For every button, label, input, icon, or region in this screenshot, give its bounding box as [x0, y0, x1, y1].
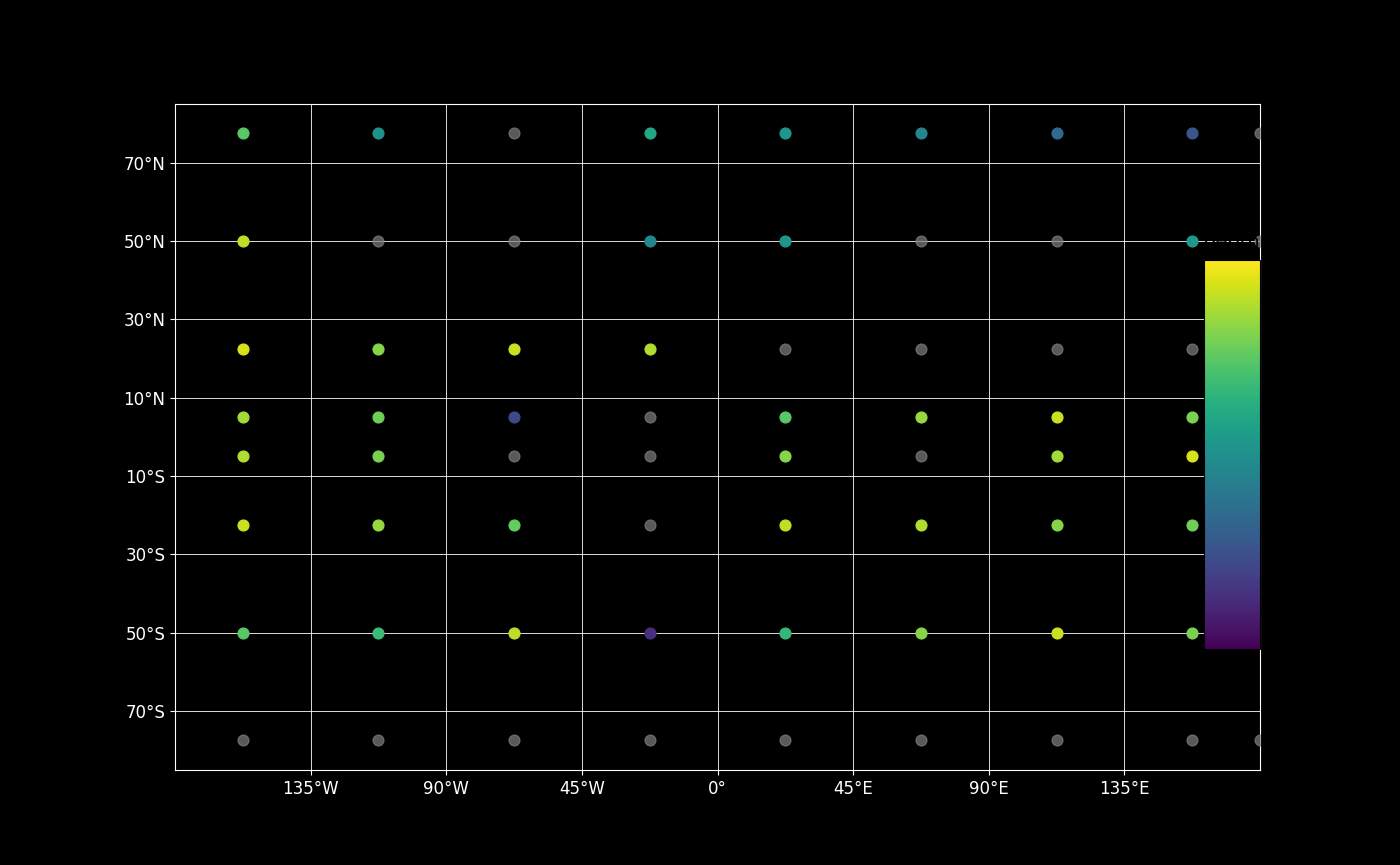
Point [1046, 410, 1068, 424]
Point [367, 234, 389, 248]
Point [231, 410, 253, 424]
Point [1182, 734, 1204, 747]
Point [1046, 342, 1068, 356]
Point [367, 342, 389, 356]
Point [638, 342, 661, 356]
Point [774, 410, 797, 424]
Point [1249, 450, 1271, 464]
Point [503, 450, 525, 464]
Point [367, 734, 389, 747]
Point [231, 234, 253, 248]
Point [774, 342, 797, 356]
Point [910, 342, 932, 356]
Point [1182, 625, 1204, 639]
Point [774, 126, 797, 140]
Point [231, 126, 253, 140]
Point [910, 734, 932, 747]
Point [1249, 625, 1271, 639]
Point [231, 518, 253, 532]
Point [1182, 450, 1204, 464]
Point [1182, 410, 1204, 424]
Point [1249, 734, 1271, 747]
Point [503, 625, 525, 639]
Point [1249, 518, 1271, 532]
Point [1046, 450, 1068, 464]
Point [1046, 234, 1068, 248]
Point [231, 625, 253, 639]
Point [1249, 410, 1271, 424]
Point [1182, 342, 1204, 356]
Point [638, 410, 661, 424]
Point [638, 625, 661, 639]
Point [774, 234, 797, 248]
Point [910, 518, 932, 532]
Point [231, 450, 253, 464]
Point [367, 126, 389, 140]
Point [367, 625, 389, 639]
Point [503, 734, 525, 747]
Text: depth: depth [1204, 234, 1260, 253]
Point [638, 126, 661, 140]
Point [1046, 518, 1068, 532]
Point [638, 234, 661, 248]
Point [910, 234, 932, 248]
Point [910, 450, 932, 464]
Point [231, 342, 253, 356]
Point [503, 234, 525, 248]
Point [774, 625, 797, 639]
Point [910, 126, 932, 140]
Point [638, 734, 661, 747]
Point [367, 450, 389, 464]
Point [503, 410, 525, 424]
Point [1182, 518, 1204, 532]
Point [774, 518, 797, 532]
Point [1046, 734, 1068, 747]
Point [1249, 126, 1271, 140]
Point [638, 518, 661, 532]
Point [367, 410, 389, 424]
Point [1046, 126, 1068, 140]
Point [774, 734, 797, 747]
Point [503, 518, 525, 532]
Point [774, 450, 797, 464]
Point [910, 625, 932, 639]
Point [1249, 342, 1271, 356]
Point [503, 342, 525, 356]
Point [1046, 625, 1068, 639]
Point [910, 410, 932, 424]
Point [503, 126, 525, 140]
Point [1182, 126, 1204, 140]
Point [638, 450, 661, 464]
Point [367, 518, 389, 532]
Point [231, 734, 253, 747]
Point [1182, 234, 1204, 248]
Point [1249, 234, 1271, 248]
